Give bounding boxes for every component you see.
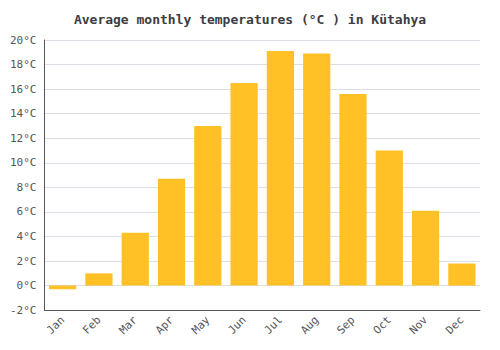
- svg-text:Apr: Apr: [153, 313, 176, 336]
- svg-text:14°C: 14°C: [10, 107, 37, 120]
- svg-text:16°C: 16°C: [10, 83, 37, 96]
- svg-text:Oct: Oct: [371, 314, 394, 337]
- svg-text:4°C: 4°C: [17, 230, 37, 243]
- svg-text:May: May: [189, 313, 212, 336]
- svg-text:Jun: Jun: [225, 314, 248, 337]
- svg-text:Sep: Sep: [334, 314, 357, 337]
- svg-text:10°C: 10°C: [10, 156, 37, 169]
- svg-text:Aug: Aug: [298, 314, 321, 337]
- svg-text:2°C: 2°C: [17, 255, 37, 268]
- svg-text:Dec: Dec: [443, 314, 466, 337]
- svg-text:20°C: 20°C: [10, 34, 37, 47]
- svg-text:0°C: 0°C: [17, 279, 37, 292]
- svg-text:6°C: 6°C: [17, 205, 37, 218]
- svg-text:12°C: 12°C: [10, 132, 37, 145]
- svg-text:Jul: Jul: [262, 314, 285, 337]
- svg-text:Jan: Jan: [44, 314, 67, 337]
- svg-text:Feb: Feb: [80, 314, 103, 337]
- svg-text:Mar: Mar: [117, 313, 140, 336]
- svg-text:8°C: 8°C: [17, 181, 37, 194]
- svg-text:Nov: Nov: [407, 313, 430, 336]
- svg-text:-2°C: -2°C: [10, 304, 37, 317]
- svg-text:18°C: 18°C: [10, 58, 37, 71]
- svg-text:Average monthly temperatures (: Average monthly temperatures (°C ) in Kü…: [74, 12, 426, 27]
